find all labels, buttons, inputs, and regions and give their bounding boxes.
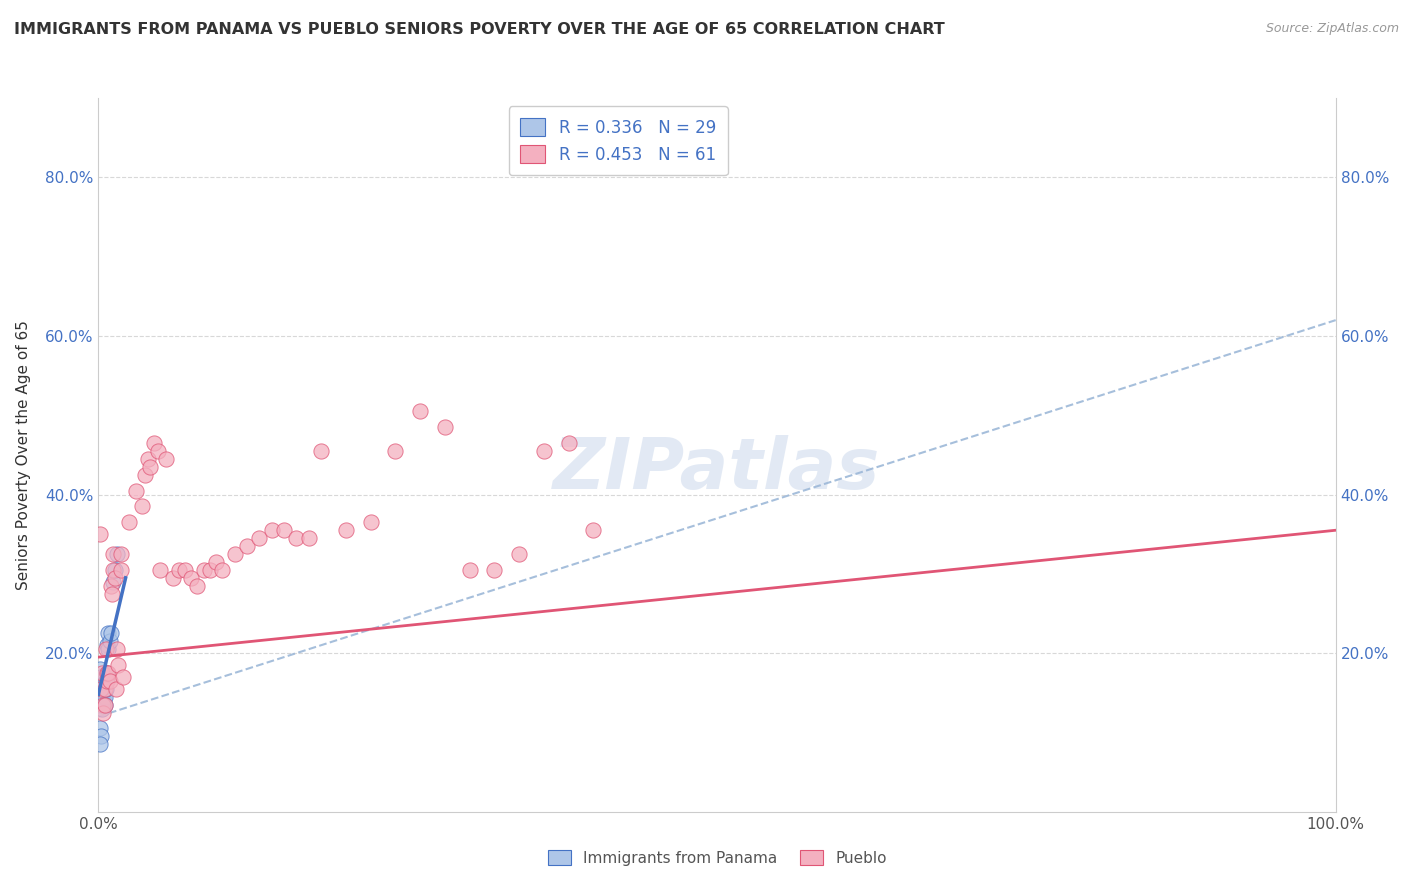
Point [94, 642, 117, 657]
Point [162, 571, 184, 585]
Point [409, 404, 432, 418]
Point [105, 642, 128, 657]
Point [105, 547, 128, 561]
Point [93, 698, 115, 712]
Point [93, 698, 115, 712]
Point [90, 686, 112, 700]
Legend: Immigrants from Panama, Pueblo: Immigrants from Panama, Pueblo [541, 844, 893, 871]
Point [91, 665, 114, 680]
Point [335, 523, 357, 537]
Point [89, 662, 111, 676]
Point [94, 681, 117, 696]
Point [143, 436, 166, 450]
Point [89, 722, 111, 736]
Point [103, 571, 125, 585]
Point [309, 444, 332, 458]
Point [285, 531, 308, 545]
Point [118, 516, 141, 530]
Point [100, 579, 122, 593]
Point [89, 678, 111, 692]
Point [89, 698, 111, 712]
Point [100, 626, 122, 640]
Point [193, 563, 215, 577]
Point [93, 690, 115, 704]
Point [91, 701, 114, 715]
Point [96, 665, 118, 680]
Point [131, 500, 153, 514]
Point [110, 563, 132, 577]
Point [180, 571, 202, 585]
Point [167, 563, 190, 577]
Text: ZIPatlas: ZIPatlas [554, 434, 880, 504]
Point [90, 670, 112, 684]
Point [458, 563, 481, 577]
Point [149, 563, 172, 577]
Point [103, 547, 125, 561]
Point [104, 681, 127, 696]
Point [205, 555, 228, 569]
Point [93, 698, 115, 712]
Point [384, 444, 406, 458]
Point [224, 547, 246, 561]
Point [91, 694, 114, 708]
Point [433, 420, 456, 434]
Point [93, 681, 115, 696]
Y-axis label: Seniors Poverty Over the Age of 65: Seniors Poverty Over the Age of 65 [17, 320, 31, 590]
Point [103, 563, 125, 577]
Point [97, 626, 120, 640]
Point [90, 730, 112, 744]
Point [236, 539, 259, 553]
Point [89, 527, 111, 541]
Point [89, 681, 111, 696]
Point [97, 642, 120, 657]
Point [93, 681, 115, 696]
Point [533, 444, 555, 458]
Point [97, 665, 120, 680]
Point [146, 444, 169, 458]
Point [93, 706, 115, 720]
Point [155, 451, 177, 466]
Point [98, 673, 121, 688]
Point [112, 670, 135, 684]
Point [174, 563, 197, 577]
Text: Source: ZipAtlas.com: Source: ZipAtlas.com [1265, 22, 1399, 36]
Point [98, 634, 121, 648]
Point [124, 483, 146, 498]
Point [103, 574, 125, 589]
Point [508, 547, 530, 561]
Point [186, 579, 208, 593]
Point [96, 638, 118, 652]
Point [136, 451, 159, 466]
Point [93, 690, 115, 704]
Point [91, 694, 114, 708]
Point [96, 665, 118, 680]
Point [96, 673, 118, 688]
Point [91, 686, 114, 700]
Point [110, 547, 132, 561]
Point [139, 459, 162, 474]
Point [260, 523, 283, 537]
Point [90, 681, 112, 696]
Point [134, 467, 156, 482]
Point [557, 436, 579, 450]
Point [582, 523, 605, 537]
Point [298, 531, 321, 545]
Point [90, 678, 112, 692]
Point [211, 563, 233, 577]
Point [103, 563, 125, 577]
Point [360, 516, 382, 530]
Point [101, 587, 124, 601]
Point [247, 531, 270, 545]
Point [198, 563, 221, 577]
Point [94, 673, 117, 688]
Point [107, 658, 129, 673]
Point [89, 737, 111, 751]
Point [484, 563, 506, 577]
Text: IMMIGRANTS FROM PANAMA VS PUEBLO SENIORS POVERTY OVER THE AGE OF 65 CORRELATION : IMMIGRANTS FROM PANAMA VS PUEBLO SENIORS… [14, 22, 945, 37]
Point [273, 523, 295, 537]
